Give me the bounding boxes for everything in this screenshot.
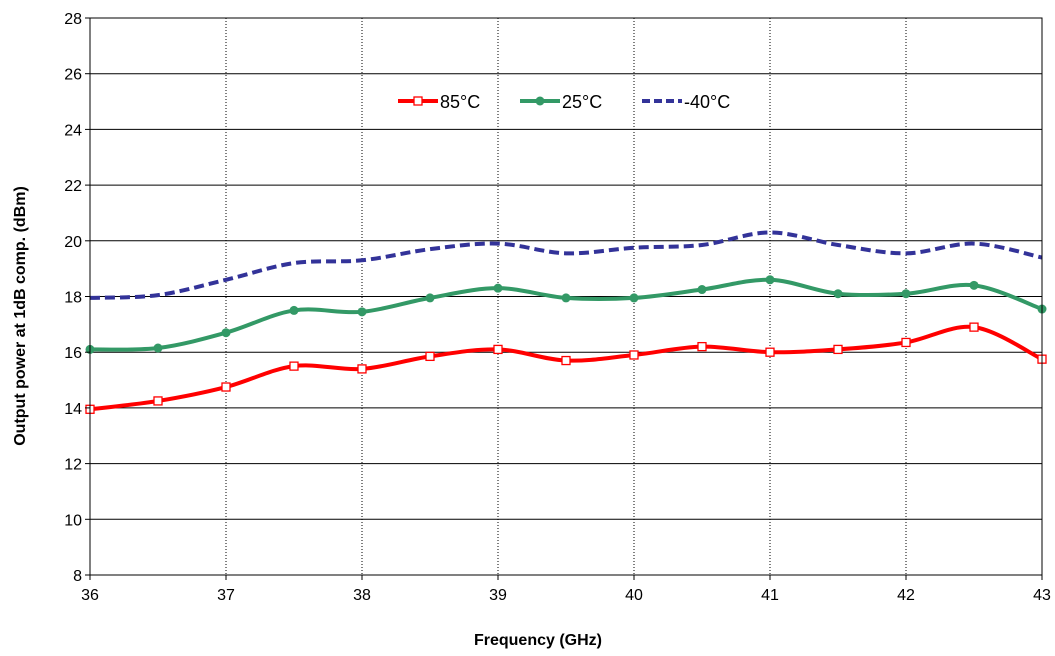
data-point [221, 328, 231, 338]
y-tick-label: 8 [73, 568, 82, 585]
y-tick-label: 18 [64, 290, 82, 307]
y-tick-label: 16 [64, 345, 82, 362]
data-point [833, 344, 843, 355]
data-point [221, 382, 231, 392]
x-tick-label: 37 [217, 587, 235, 604]
legend-marker [535, 96, 545, 106]
data-point [561, 293, 571, 303]
y-tick-label: 12 [64, 457, 82, 474]
series-group [85, 230, 1047, 414]
y-tick-label: 22 [64, 178, 82, 195]
data-point [697, 285, 707, 295]
data-point [289, 361, 299, 371]
y-tick-label: 10 [64, 512, 82, 529]
tick-labels: 8 10 12 14 16 18 20 22 24 26 28 36 37 38 39 40 41 42 43 [64, 11, 1051, 604]
data-point [901, 337, 911, 348]
data-point [289, 305, 299, 315]
y-tick-label: 20 [64, 234, 82, 251]
legend-label-0: 85°C [440, 92, 480, 112]
legend-label-1: 25°C [562, 92, 602, 112]
data-point [153, 343, 163, 353]
legend: 85°C 25°C -40°C [398, 92, 730, 112]
y-tick-label: 26 [64, 67, 82, 84]
legend-label-2: -40°C [684, 92, 730, 112]
series-line-2 [89, 230, 1043, 300]
data-point [357, 364, 367, 374]
data-point [765, 347, 775, 357]
x-tick-label: 38 [353, 587, 371, 604]
data-point [697, 341, 707, 352]
y-tick-label: 24 [64, 122, 82, 139]
data-point [493, 344, 503, 355]
data-point [357, 307, 367, 317]
data-point [493, 283, 503, 293]
grid [90, 18, 1042, 575]
data-point [969, 322, 979, 332]
data-point [629, 293, 639, 303]
y-tick-label: 14 [64, 401, 82, 418]
x-axis-title: Frequency (GHz) [474, 632, 602, 649]
data-point [765, 275, 775, 285]
x-tick-label: 40 [625, 587, 643, 604]
data-point [425, 293, 435, 303]
data-point [969, 280, 979, 290]
y-axis-title: Output power at 1dB comp. (dBm) [12, 186, 29, 446]
x-tick-label: 36 [81, 587, 99, 604]
x-tick-label: 43 [1033, 587, 1051, 604]
x-tick-label: 41 [761, 587, 779, 604]
data-point [153, 396, 163, 406]
data-point [629, 350, 639, 360]
data-point [561, 355, 571, 366]
y-tick-label: 28 [64, 11, 82, 28]
x-tick-label: 39 [489, 587, 507, 604]
legend-marker [413, 96, 423, 106]
data-point [833, 289, 843, 299]
data-point [901, 289, 911, 299]
x-tick-label: 42 [897, 587, 915, 604]
data-point [425, 351, 435, 362]
